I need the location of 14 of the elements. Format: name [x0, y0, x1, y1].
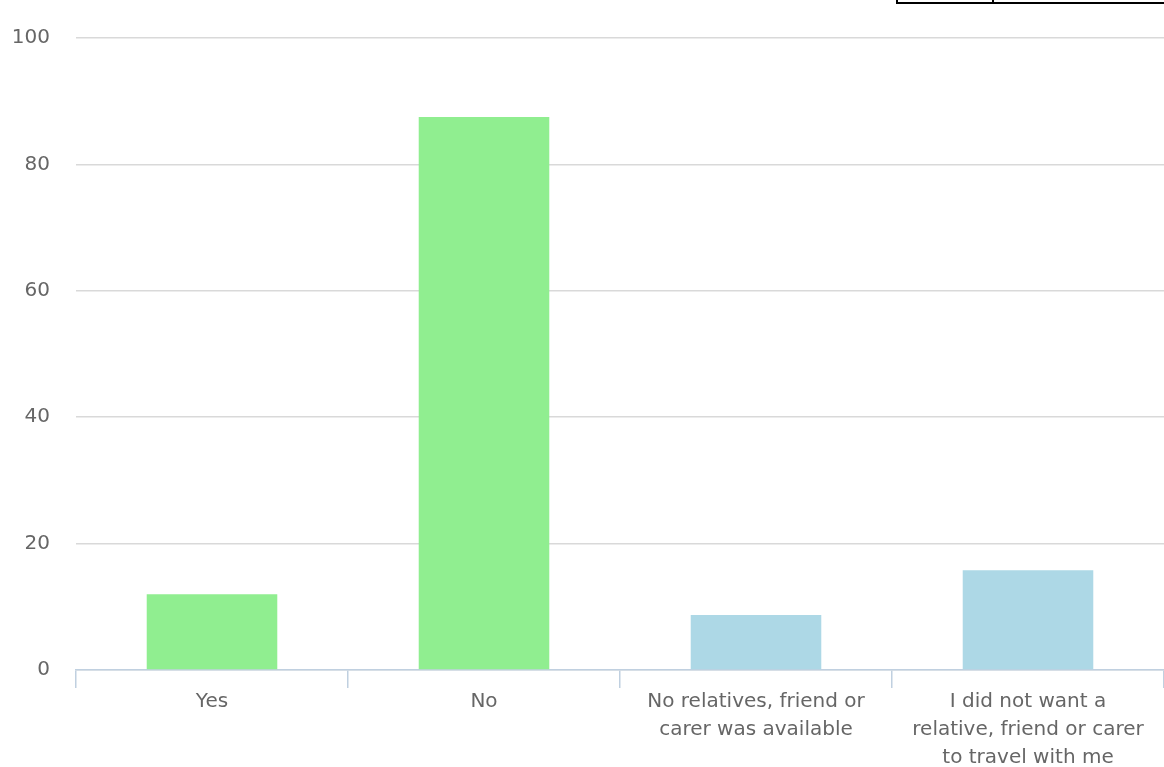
- x-tick-label: I did not want a relative, friend or carer to travel with me: [912, 688, 1145, 767]
- x-tick-label: No: [470, 688, 498, 713]
- y-tick-label: 100: [11, 24, 50, 49]
- y-tick-label: 20: [24, 529, 50, 554]
- y-tick-label: 60: [24, 277, 50, 301]
- y-tick-label: 0: [37, 656, 50, 681]
- x-tick-label: Yes: [194, 688, 229, 713]
- y-tick-label: 80: [24, 150, 50, 175]
- bar: [690, 615, 822, 670]
- y-tick-label: 40: [24, 403, 50, 428]
- x-tick-label: No relatives, friend or carer was available: [647, 688, 866, 741]
- bar: [146, 594, 278, 670]
- bar: [418, 117, 550, 670]
- bar: [962, 570, 1094, 670]
